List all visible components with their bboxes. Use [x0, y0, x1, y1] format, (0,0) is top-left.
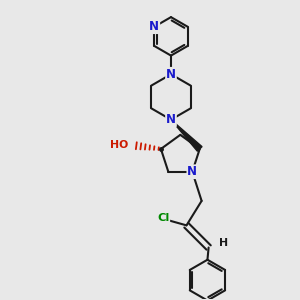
Text: N: N — [166, 113, 176, 126]
Text: N: N — [166, 68, 176, 81]
Text: N: N — [149, 20, 159, 33]
Text: Cl: Cl — [157, 213, 169, 223]
Text: H: H — [219, 238, 228, 248]
Text: HO: HO — [110, 140, 128, 150]
Polygon shape — [171, 120, 202, 151]
Text: N: N — [187, 165, 197, 178]
